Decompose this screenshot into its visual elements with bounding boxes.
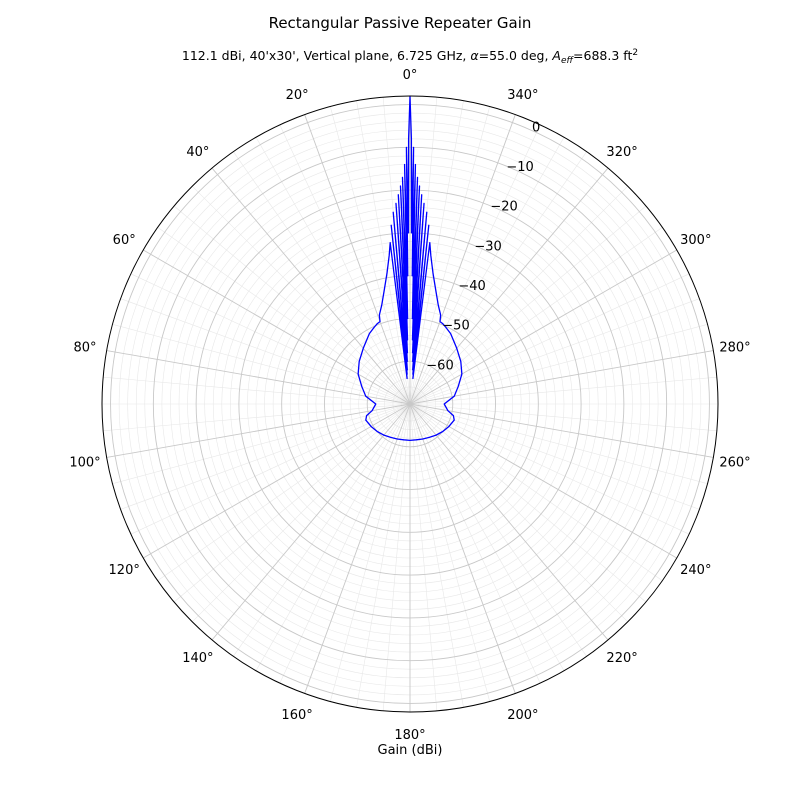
theta-tick-label: 340° (507, 88, 538, 103)
minor-spoke (279, 403, 411, 684)
theta-tick-label: 280° (719, 341, 750, 356)
theta-tick-label: 180° (394, 728, 425, 743)
chart-subtitle: 112.1 dBi, 40'x30', Vertical plane, 6.72… (182, 48, 638, 66)
major-spoke (211, 167, 411, 405)
r-tick-label: −10 (506, 160, 533, 175)
major-spoke (409, 114, 516, 405)
x-axis-label: Gain (dBi) (378, 743, 443, 758)
major-spoke (106, 403, 411, 458)
theta-tick-label: 120° (109, 563, 140, 578)
theta-tick-labels: 0° 20° 40° 60° 80° 100° 120° 140° 160° 180° 200° 22… (69, 68, 750, 743)
major-spoke (409, 167, 609, 405)
minor-spoke (130, 273, 411, 405)
theta-tick-label: 260° (719, 455, 750, 470)
series-line-0 (357, 95, 463, 442)
r-tick-label: −40 (458, 279, 485, 294)
chart-title: Rectangular Passive Repeater Gain (269, 14, 532, 32)
major-spoke (143, 249, 411, 405)
theta-tick-label: 240° (680, 563, 711, 578)
major-spoke (409, 249, 677, 405)
theta-tick-label: 200° (507, 708, 538, 723)
theta-tick-label: 60° (113, 233, 136, 248)
minor-spoke (409, 273, 690, 405)
theta-tick-label: 220° (606, 651, 637, 666)
theta-tick-label: 80° (73, 341, 96, 356)
radial-tick-labels: 0 −10 −20 −30 −40 −50 −60 (426, 120, 540, 373)
major-spoke (106, 350, 411, 405)
polar-frame (101, 95, 719, 713)
theta-tick-label: 160° (281, 708, 312, 723)
r-tick-label: −60 (426, 358, 453, 373)
major-spoke (304, 403, 411, 694)
major-spoke (409, 403, 609, 641)
theta-tick-label: 320° (606, 145, 637, 160)
series-layer (357, 95, 463, 442)
theta-tick-label: 300° (680, 233, 711, 248)
theta-tick-label: 40° (186, 145, 209, 160)
r-tick-label: −20 (490, 200, 517, 215)
major-spoke (409, 403, 714, 458)
r-tick-label: −30 (474, 239, 501, 254)
theta-tick-label: 140° (182, 651, 213, 666)
major-spoke (409, 403, 516, 694)
major-spoke (211, 403, 411, 641)
r-tick-label: −50 (442, 319, 469, 334)
major-spoke (304, 114, 411, 405)
theta-tick-label: 0° (403, 68, 418, 83)
minor-spoke (279, 124, 411, 405)
theta-tick-label: 100° (69, 455, 100, 470)
major-spoke (143, 403, 411, 559)
theta-tick-label: 20° (286, 88, 309, 103)
r-tick-label: 0 (532, 120, 540, 135)
major-spoke (409, 403, 677, 559)
major-spoke (409, 350, 714, 405)
minor-spoke (409, 403, 541, 684)
